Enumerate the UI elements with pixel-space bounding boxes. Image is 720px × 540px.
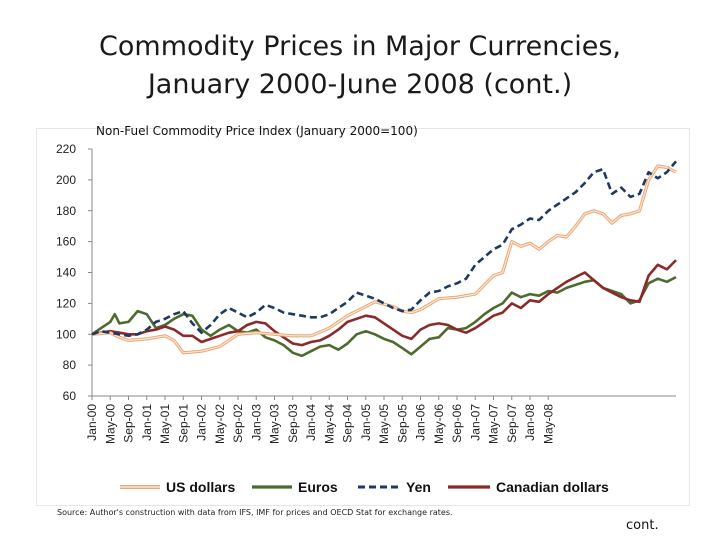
x-tick-label: Jan-06: [414, 404, 428, 441]
y-tick-label: 220: [56, 142, 76, 156]
y-tick-label: 80: [63, 358, 77, 372]
x-tick-label: Sep-00: [122, 404, 136, 443]
series-line-us-dollars: [91, 165, 677, 354]
x-tick-label: Jan-05: [359, 404, 373, 441]
y-tick-label: 180: [56, 204, 76, 218]
x-tick-label: Sep-05: [395, 404, 409, 443]
y-tick-label: 140: [56, 266, 76, 280]
x-tick-label: Sep-07: [505, 404, 519, 443]
legend-label-canadian-dollars: Canadian dollars: [496, 479, 609, 495]
series-line-yen: [91, 160, 677, 338]
slide-title-line-1: Commodity Prices in Major Currencies,: [99, 31, 621, 62]
x-tick-label: Sep-02: [231, 404, 245, 443]
legend-label-us-dollars: US dollars: [166, 479, 235, 495]
x-tick-label: Jan-01: [140, 404, 154, 441]
x-tick-label: Sep-01: [176, 404, 190, 443]
cont-label: cont.: [626, 518, 659, 533]
x-tick-label: May-02: [213, 404, 227, 444]
legend-label-euros: Euros: [298, 479, 338, 495]
slide-title-line-2: January 2000-June 2008 (cont.): [147, 69, 573, 100]
x-tick-label: Sep-03: [286, 404, 300, 443]
y-tick-label: 200: [56, 173, 76, 187]
x-tick-label: May-01: [158, 404, 172, 444]
x-tick-label: Jan-03: [249, 404, 263, 441]
series-line-euros: [91, 275, 677, 358]
source-note: Source: Author's construction with data …: [57, 508, 453, 517]
x-tick-label: Jan-02: [195, 404, 209, 441]
y-tick-label: 60: [63, 389, 77, 403]
chart-title: Non-Fuel Commodity Price Index (January …: [96, 124, 418, 138]
x-tick-label: Jan-07: [468, 404, 482, 441]
x-tick-label: Jan-00: [85, 404, 99, 441]
x-tick-label: May-03: [268, 404, 282, 444]
x-tick-label: Jan-04: [304, 404, 318, 441]
x-tick-label: Sep-04: [341, 404, 355, 443]
x-tick-label: Sep-06: [450, 404, 464, 443]
x-tick-label: Jan-08: [523, 404, 537, 441]
y-tick-label: 100: [56, 327, 76, 341]
x-tick-label: May-05: [377, 404, 391, 444]
x-tick-label: May-06: [432, 404, 446, 444]
series-line-canadian-dollars: [91, 259, 677, 347]
y-tick-label: 120: [56, 296, 76, 310]
slide-title: Commodity Prices in Major Currencies, Ja…: [0, 28, 720, 104]
x-tick-label: May-07: [487, 404, 501, 444]
x-tick-label: May-08: [541, 404, 555, 444]
legend-label-yen: Yen: [406, 479, 431, 495]
x-tick-label: May-04: [322, 404, 336, 444]
x-tick-label: May-00: [103, 404, 117, 444]
y-tick-label: 160: [56, 235, 76, 249]
